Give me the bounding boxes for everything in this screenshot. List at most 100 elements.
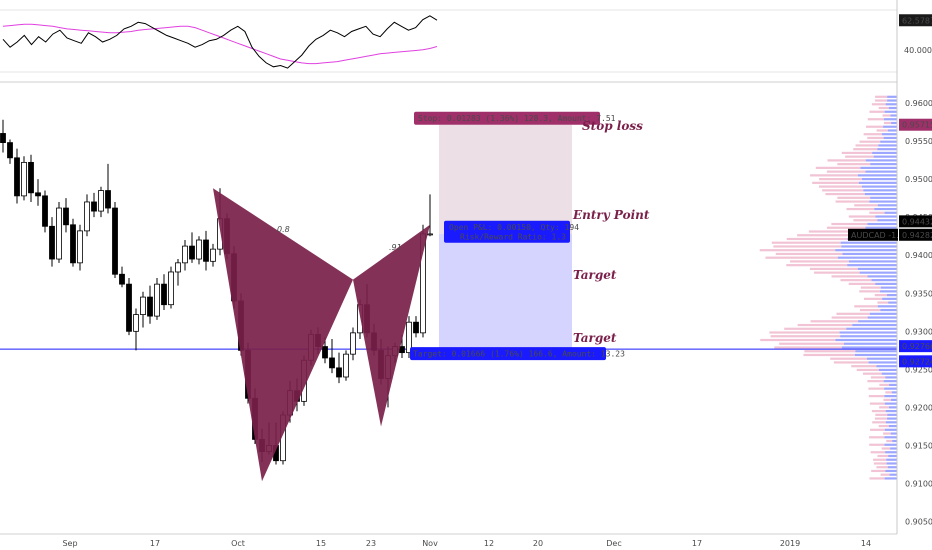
- time-axis[interactable]: Sep 17 Oct 15 23 Nov 12 20 Dec 17 2019 14: [62, 539, 871, 548]
- rsi-value-label: 62.5787: [902, 16, 932, 25]
- profile-bar-buy: [869, 200, 897, 203]
- time-tick-label: Nov: [422, 539, 438, 548]
- profile-bar-buy: [857, 174, 897, 177]
- profile-bar-sell: [869, 402, 885, 405]
- profile-bar-sell: [765, 256, 838, 259]
- profile-bar-buy: [886, 294, 897, 297]
- time-tick-label: Oct: [231, 539, 245, 548]
- profile-bar-sell: [871, 409, 886, 413]
- candle-body: [168, 271, 174, 306]
- profile-bar-buy: [885, 451, 897, 454]
- profile-bar-sell: [863, 297, 883, 300]
- profile-bar-sell: [866, 125, 884, 128]
- profile-bar-sell: [836, 312, 870, 315]
- profile-bar-buy: [886, 458, 897, 461]
- candle-body: [63, 207, 69, 226]
- time-tick-label: 12: [484, 539, 494, 548]
- axis-background: [897, 0, 932, 550]
- profile-bar-sell: [879, 406, 889, 409]
- profile-bar-sell: [873, 458, 887, 461]
- profile-bar-sell: [854, 305, 878, 308]
- candle-body: [210, 248, 216, 262]
- price-axis[interactable]: 0.960000.955000.950000.945000.940000.935…: [848, 0, 932, 550]
- profile-bar-sell: [877, 301, 889, 304]
- profile-bar-buy: [877, 219, 897, 222]
- profile-bar-buy: [885, 409, 897, 413]
- candle-body: [329, 357, 335, 369]
- time-tick-label: 23: [366, 539, 376, 548]
- profile-bar-sell: [840, 279, 872, 282]
- profile-bar-sell: [826, 226, 866, 229]
- profile-bar-buy: [848, 260, 897, 263]
- profile-bar-buy: [841, 346, 897, 349]
- profile-bar-buy: [835, 249, 897, 252]
- profile-bar-buy: [884, 110, 897, 113]
- profile-bar-sell: [837, 196, 871, 199]
- profile-bar-sell: [867, 136, 884, 140]
- candle-body: [84, 201, 90, 232]
- candle-body: [91, 201, 97, 212]
- time-tick-label: 2019: [780, 539, 800, 548]
- butterfly-pattern[interactable]: 0.8 .91: [213, 188, 430, 482]
- profile-bar-sell: [868, 387, 885, 390]
- profile-bar-buy: [876, 365, 897, 368]
- candle-body: [182, 245, 188, 264]
- profile-bar-sell: [810, 320, 859, 323]
- profile-bar-buy: [887, 413, 897, 416]
- pattern-bcd-triangle: [353, 224, 430, 427]
- profile-bar-sell: [831, 222, 868, 226]
- profile-bar-buy: [858, 320, 897, 323]
- candle-body: [98, 190, 104, 212]
- profile-bar-buy: [891, 391, 897, 394]
- profile-bar-buy: [884, 436, 897, 439]
- profile-bar-buy: [877, 148, 897, 151]
- profile-bar-buy: [884, 428, 897, 431]
- profile-bar-sell: [814, 271, 860, 274]
- profile-bar-buy: [888, 301, 897, 304]
- profile-bar-buy: [887, 95, 897, 98]
- profile-bar-sell: [853, 219, 878, 222]
- time-tick-label: 17: [150, 539, 160, 548]
- position-tool[interactable]: [0, 124, 897, 350]
- profile-bar-buy: [867, 275, 897, 278]
- profile-bar-sell: [826, 170, 866, 173]
- price-badge-label: 0.95715: [902, 121, 932, 130]
- target-zone: [439, 233, 572, 350]
- profile-bar-buy: [878, 144, 897, 147]
- candle-body: [70, 224, 76, 264]
- profile-bar-sell: [846, 207, 875, 211]
- stop-label: Stop: 0.01283 (1.36%) 128.3, Amount: 7.5…: [418, 114, 616, 123]
- profile-bar-sell: [867, 380, 884, 383]
- profile-bar-sell: [830, 357, 867, 360]
- candle-body: [49, 225, 55, 260]
- candle-body: [147, 296, 153, 317]
- profile-bar-buy: [865, 170, 897, 173]
- profile-bar-buy: [839, 331, 897, 334]
- profile-bar-buy: [861, 178, 897, 181]
- profile-bar-sell: [775, 252, 843, 256]
- profile-bar-buy: [842, 252, 897, 256]
- candle-body: [133, 314, 139, 332]
- candle-body: [14, 157, 20, 197]
- price-badge: [848, 228, 898, 241]
- stop-zone: [439, 124, 572, 234]
- profile-bar-sell: [831, 275, 868, 278]
- ratio-label: Risk/Reward Ratio: 1.3: [460, 232, 566, 241]
- profile-bar-sell: [835, 200, 870, 203]
- profile-bar-buy: [883, 136, 897, 140]
- time-tick-label: 17: [692, 539, 702, 548]
- profile-bar-sell: [808, 230, 858, 233]
- time-tick-label: Sep: [62, 539, 77, 548]
- profile-bar-buy: [858, 181, 897, 184]
- profile-bar-buy: [854, 353, 897, 357]
- profile-bar-sell: [883, 432, 891, 435]
- profile-bar-sell: [784, 327, 847, 330]
- profile-bar-sell: [851, 365, 877, 368]
